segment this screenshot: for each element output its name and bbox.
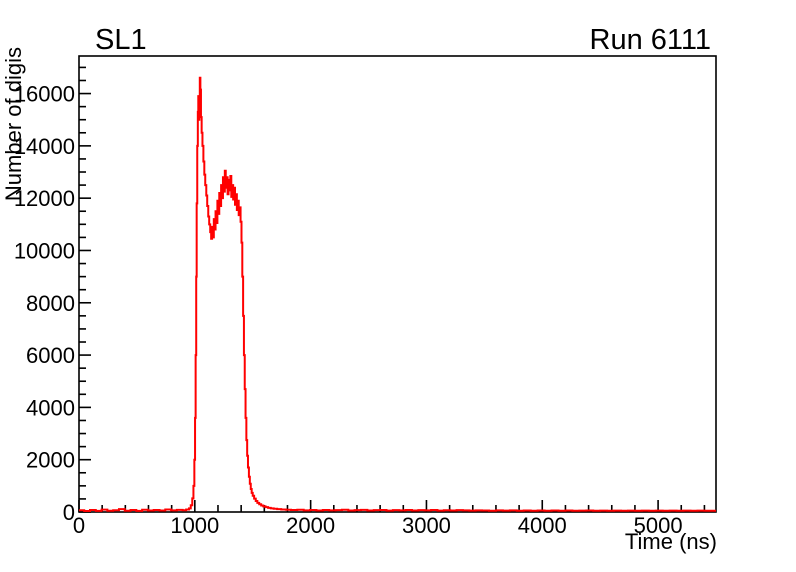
x-tick-label: 1000 xyxy=(170,513,219,538)
y-tick-label: 10000 xyxy=(14,238,75,263)
x-tick-label: 3000 xyxy=(402,513,451,538)
y-tick-label: 12000 xyxy=(14,186,75,211)
pad-title-left: SL1 xyxy=(95,24,147,56)
x-tick-label: 4000 xyxy=(518,513,567,538)
y-tick-label: 2000 xyxy=(26,448,75,473)
x-axis-title: Time (ns) xyxy=(625,529,717,554)
x-axis-ticks: 0 1000 2000 3000 4000 5000 xyxy=(73,500,706,538)
x-tick-label: 2000 xyxy=(286,513,335,538)
y-axis-title: Number of digis xyxy=(1,47,26,201)
y-tick-label: 14000 xyxy=(14,134,75,159)
y-tick-label: 16000 xyxy=(14,82,75,107)
y-tick-label: 6000 xyxy=(26,343,75,368)
x-tick-label: 0 xyxy=(73,513,85,538)
plot-frame xyxy=(78,55,717,513)
histogram-line xyxy=(79,76,716,512)
y-axis-ticks: 0 2000 4000 6000 8000 10000 12000 14000 16000 xyxy=(14,66,91,525)
pad-title-right: Run 6111 xyxy=(590,24,711,56)
x-tick-label: 5000 xyxy=(634,513,683,538)
y-tick-label: 8000 xyxy=(26,291,75,316)
y-tick-label: 0 xyxy=(63,500,75,525)
y-tick-label: 4000 xyxy=(26,395,75,420)
plot-area: 0 1000 2000 3000 4000 5000 0 2000 4000 6000 8000 10… xyxy=(14,55,717,538)
